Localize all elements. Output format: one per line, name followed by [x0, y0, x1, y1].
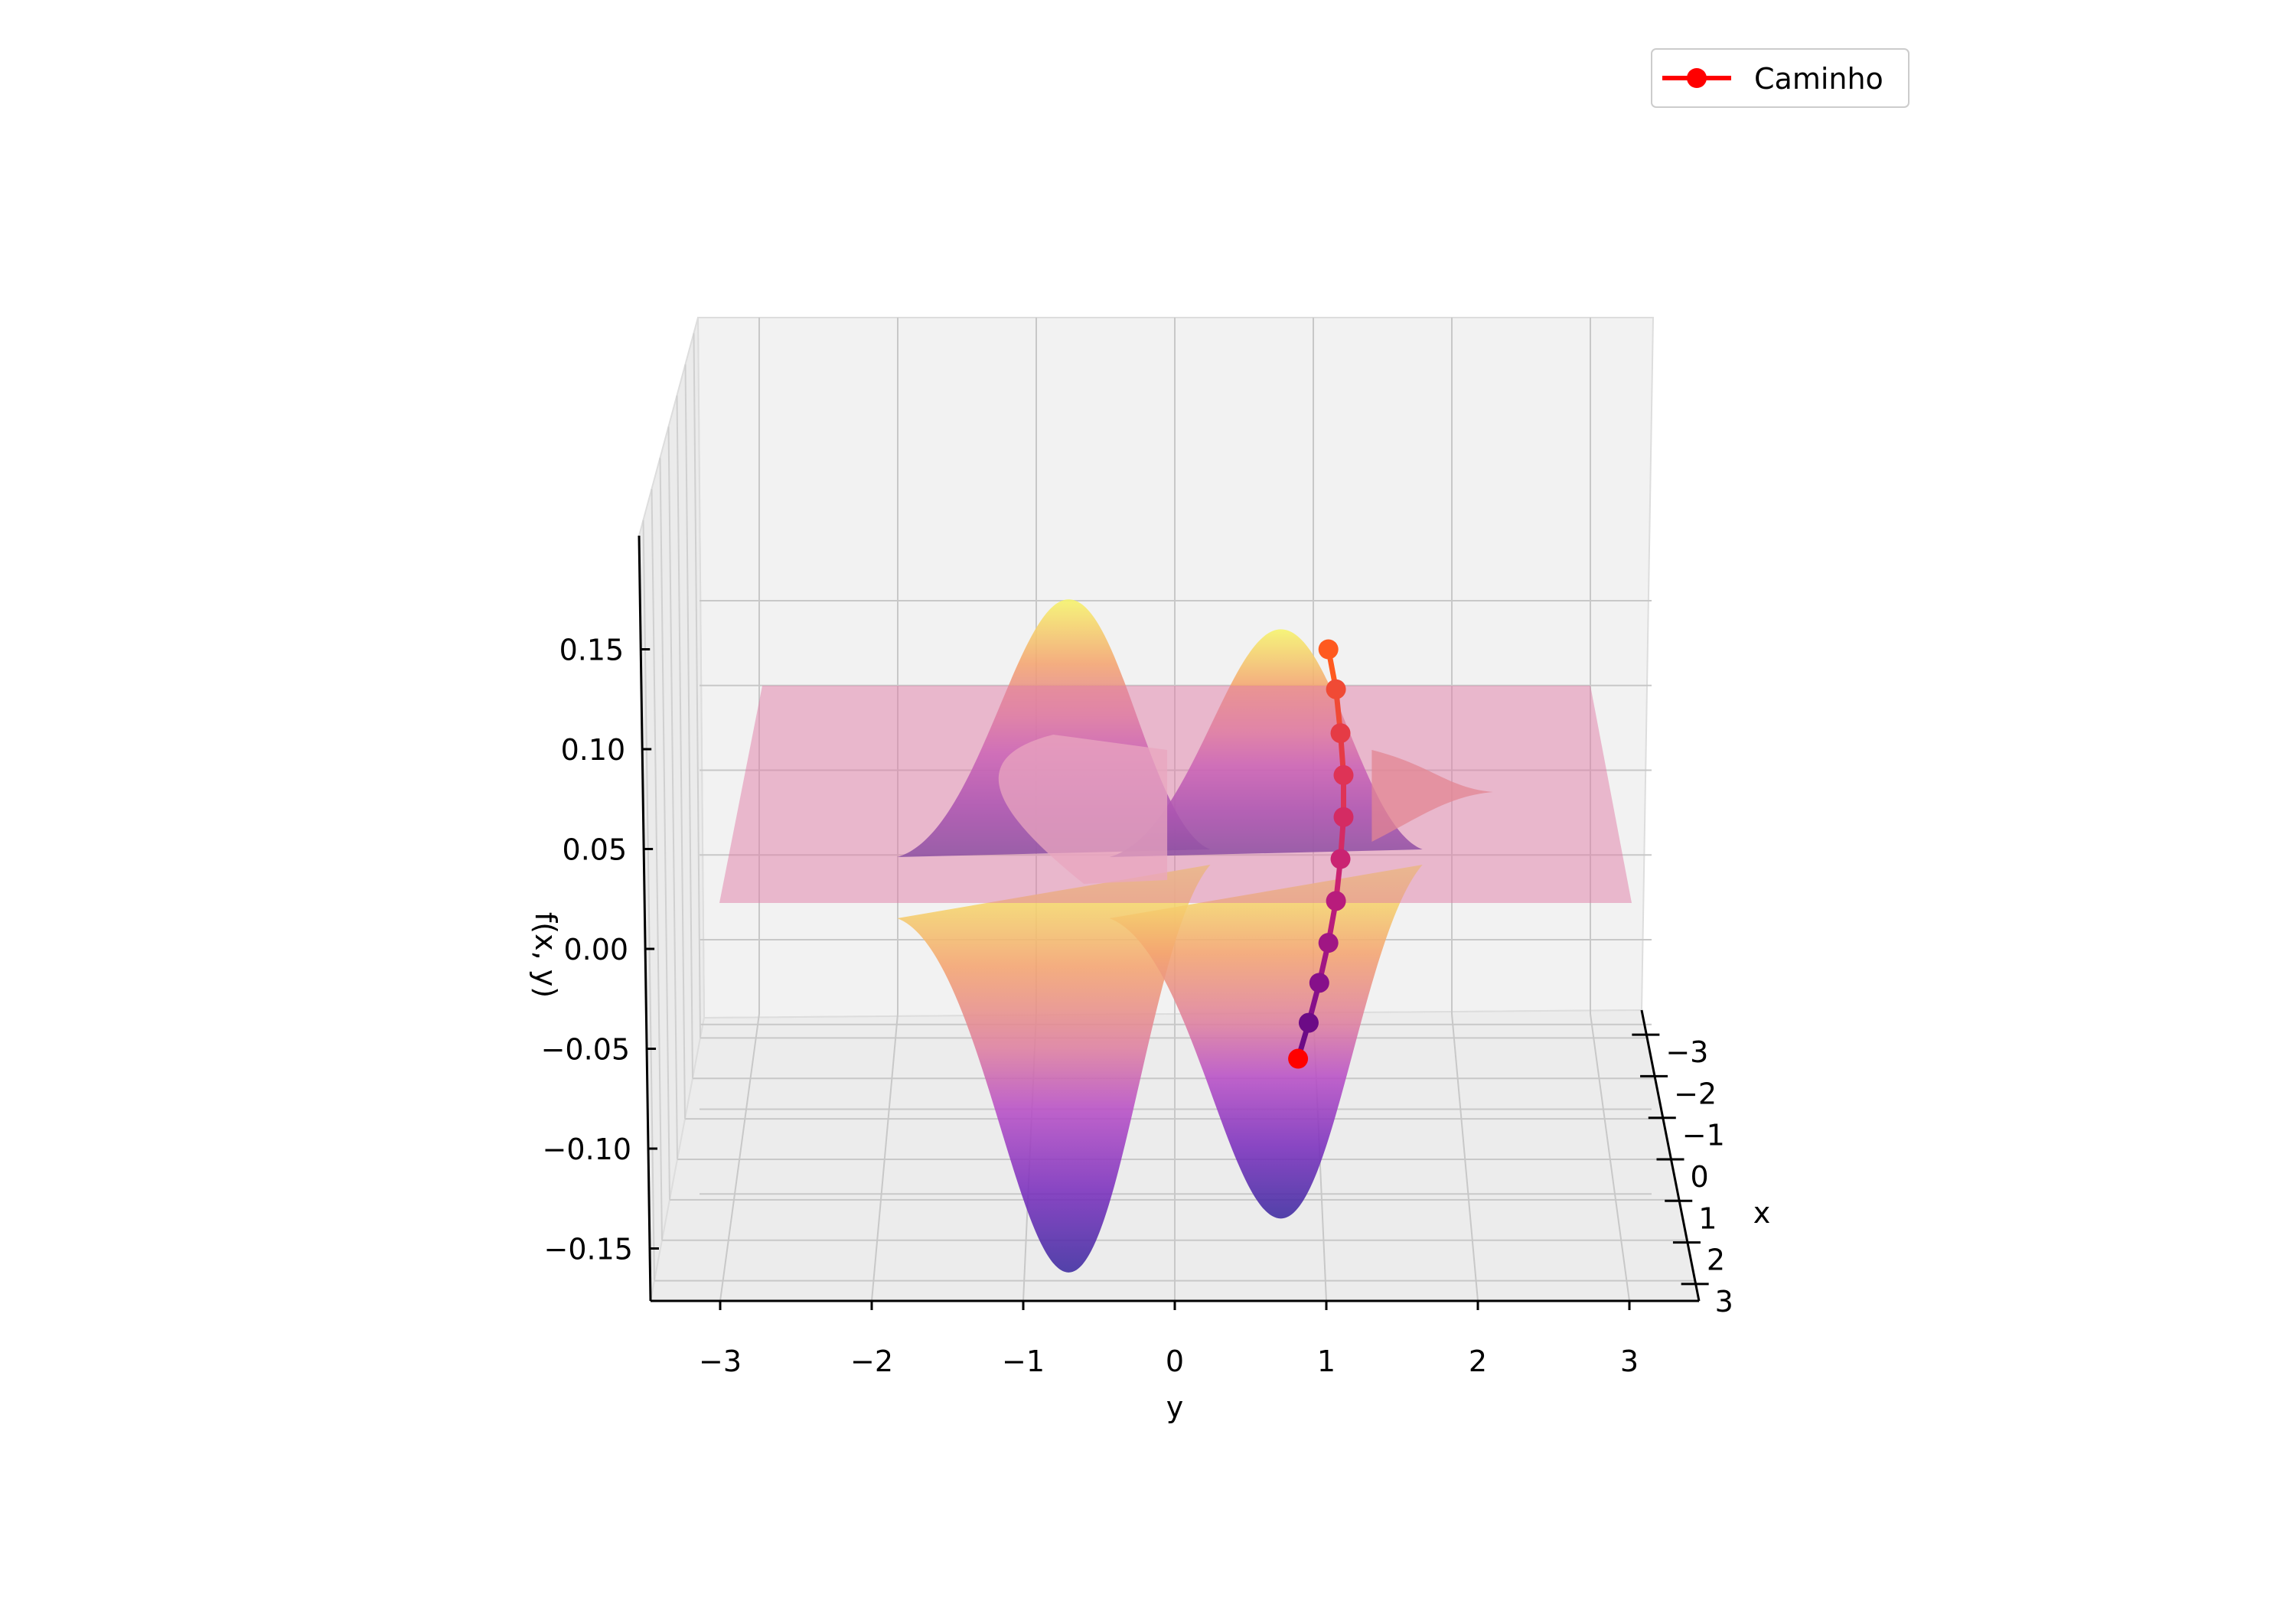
x-tick-label: 0	[1691, 1160, 1709, 1194]
plane-z	[719, 686, 1632, 903]
y-tick-label: 0	[1166, 1345, 1184, 1378]
gridline-left-x	[667, 426, 678, 1160]
gridline-left-x	[684, 364, 693, 1079]
path-point	[1298, 1012, 1319, 1033]
z-tick-label: −0.15	[544, 1233, 633, 1266]
series-caminho	[1288, 639, 1354, 1069]
gridline-floor-y	[871, 1013, 899, 1302]
y-tick-label: 1	[1317, 1345, 1336, 1378]
y-tick-label: 3	[1620, 1345, 1639, 1378]
gridline-left-x	[676, 395, 686, 1120]
z-tick-label: −0.05	[541, 1033, 630, 1067]
x-tick-label: −3	[1665, 1035, 1708, 1069]
legend: Caminho	[1651, 48, 1910, 108]
y-tick-label: −1	[1002, 1345, 1045, 1378]
z-axis-title: f(x, y)	[529, 912, 563, 998]
gridline-left-x	[651, 488, 663, 1240]
surface-lobe-min	[1109, 865, 1423, 1219]
x-axis-title: x	[1753, 1196, 1771, 1230]
surface-lobe-min	[897, 865, 1211, 1273]
path-point	[1326, 679, 1346, 699]
x-ticks: −3 −2 −1 0 1 2 3	[1632, 1033, 1733, 1319]
path-point	[1330, 723, 1351, 744]
path-point	[1288, 1048, 1309, 1069]
z-tick-label: 0.10	[561, 733, 626, 767]
path-point	[1330, 849, 1351, 869]
x-axis-line	[1640, 1009, 1701, 1302]
gridline-left-x	[642, 520, 655, 1281]
gridline-left-x	[659, 458, 670, 1200]
z-axis-line	[638, 535, 652, 1302]
path-point	[1318, 639, 1339, 660]
gridline-floor-y	[1590, 1013, 1630, 1302]
x-tick-label: 2	[1707, 1244, 1725, 1277]
path-point	[1318, 933, 1339, 953]
path-point	[1326, 891, 1346, 911]
gridline-left-x	[693, 333, 701, 1038]
y-tick-label: 2	[1469, 1345, 1487, 1378]
z-ticks: −0.15 −0.10 −0.05 0.00 0.05 0.10 0.15	[541, 634, 659, 1266]
y-axis-title: y	[1166, 1390, 1184, 1424]
path-point	[1333, 764, 1354, 785]
path-point	[1333, 807, 1354, 827]
legend-box	[1651, 48, 1910, 108]
legend-marker	[1687, 68, 1707, 88]
y-tick-label: −2	[850, 1345, 893, 1378]
y-ticks: −3 −2 −1 0 1 2 3	[699, 1301, 1639, 1378]
legend-label: Caminho	[1754, 62, 1883, 96]
plane-surface	[719, 686, 1632, 903]
path-point	[1309, 973, 1329, 993]
gridline-floor-y	[719, 1013, 760, 1302]
x-tick-label: −1	[1682, 1119, 1725, 1152]
y-tick-label: −3	[699, 1345, 742, 1378]
z-tick-label: 0.00	[563, 933, 628, 966]
x-tick-label: 3	[1715, 1285, 1733, 1319]
x-tick-label: 1	[1698, 1201, 1717, 1235]
z-tick-label: 0.15	[559, 634, 625, 667]
x-tick-label: −2	[1674, 1077, 1717, 1110]
gridline-floor-y	[1451, 1013, 1479, 1302]
z-tick-label: 0.05	[563, 833, 628, 867]
z-tick-label: −0.10	[543, 1133, 631, 1166]
